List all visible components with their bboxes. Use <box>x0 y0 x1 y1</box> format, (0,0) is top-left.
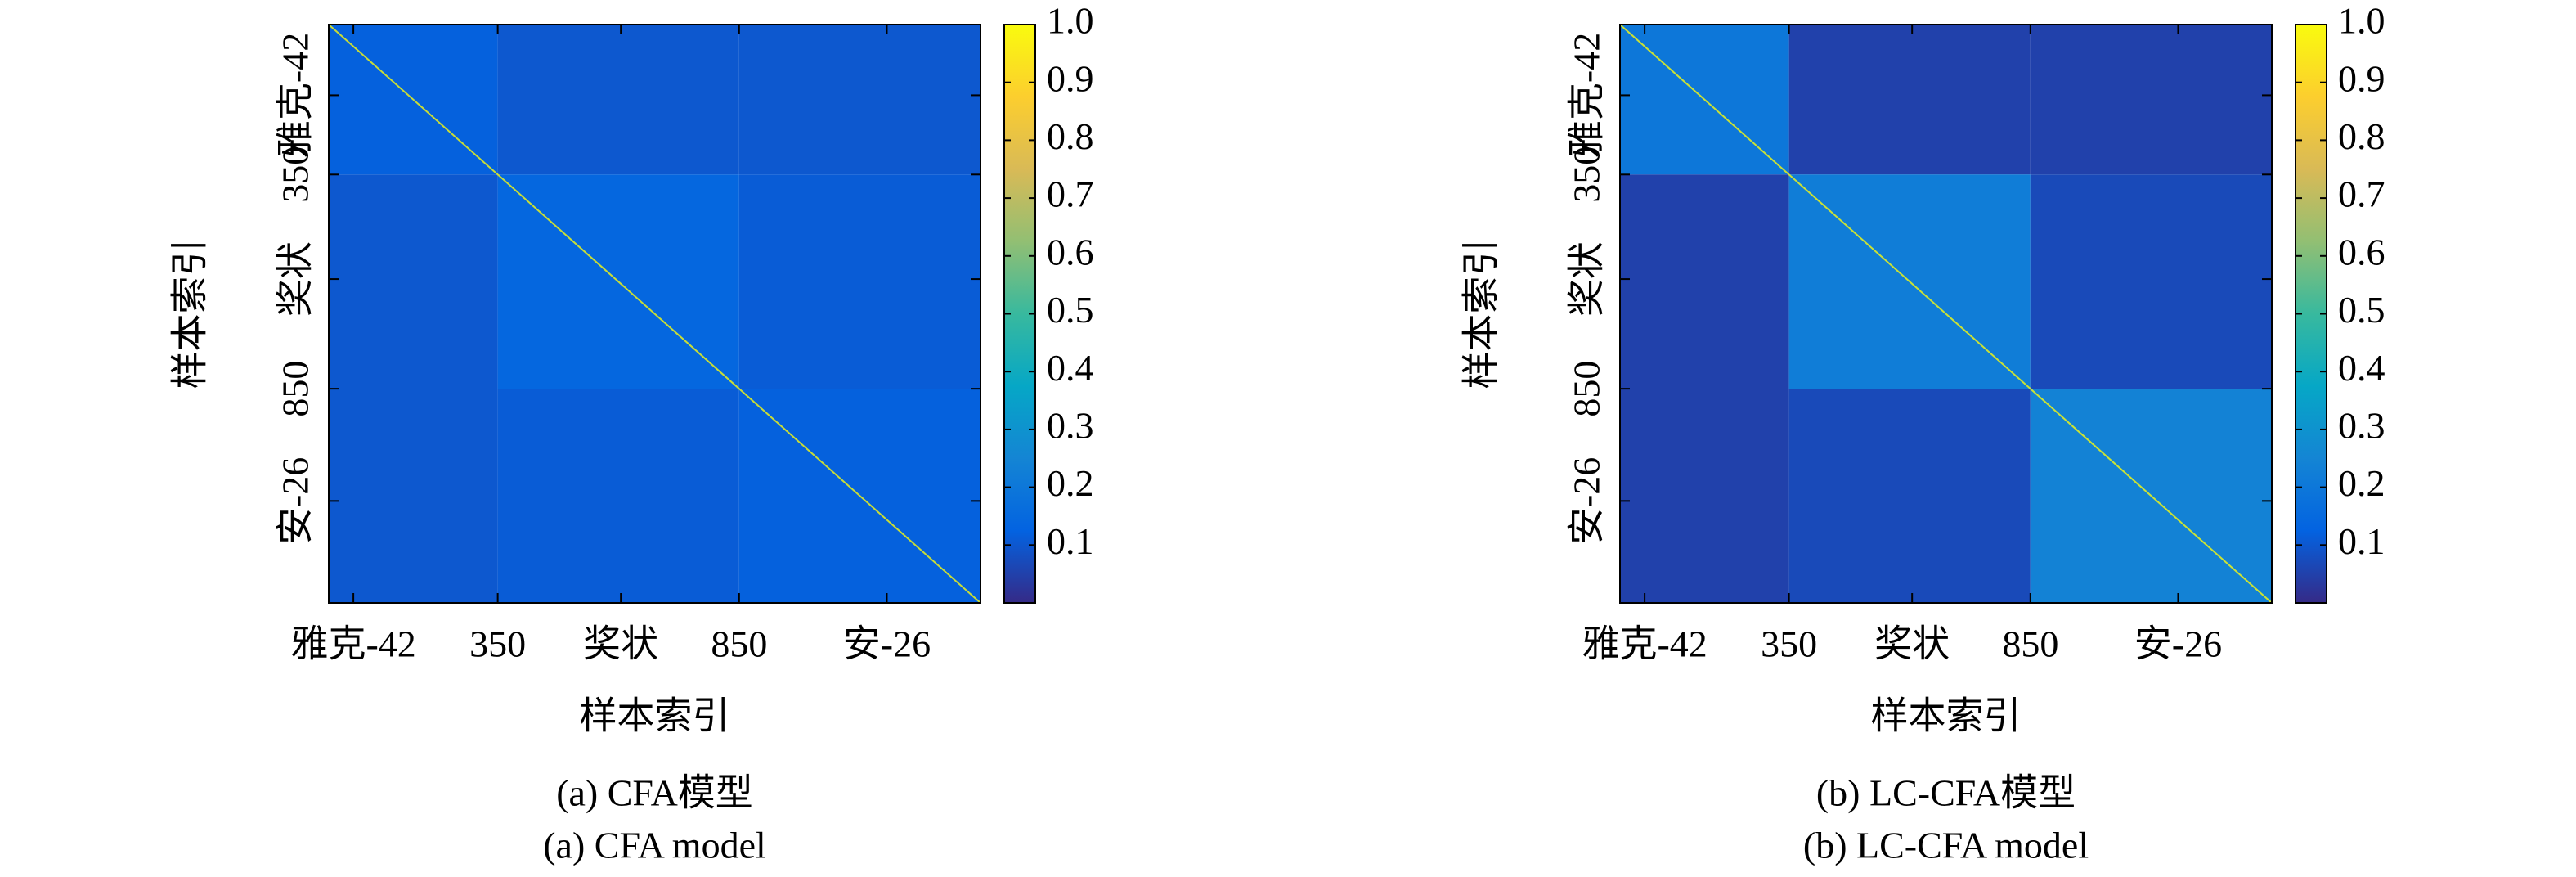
colorbar-tick-label: 0.4 <box>2338 347 2385 389</box>
heatmap-cell <box>1788 389 2031 603</box>
colorbar-tick-label: 1.0 <box>2338 0 2385 42</box>
heatmap-cell <box>329 389 498 603</box>
y-axis-label: 样本索引 <box>169 239 211 389</box>
colorbar-tick-label: 0.3 <box>1047 404 1094 446</box>
y-tick-label: 雅克-42 <box>1566 33 1608 158</box>
diagonal <box>1619 24 2273 604</box>
colorbar-tick-label: 0.7 <box>1047 173 1094 215</box>
caption-english: (b) LC-CFA model <box>1803 825 2089 866</box>
heatmap-cell <box>1620 174 1789 389</box>
colorbar-tick-label: 0.6 <box>1047 231 1094 272</box>
colorbar-tick-label: 0.1 <box>1047 520 1094 562</box>
x-tick-label: 安-26 <box>2134 623 2222 665</box>
heatmap-cell <box>738 25 981 175</box>
y-axis-label: 样本索引 <box>1461 239 1502 389</box>
heatmap-cell <box>2030 174 2272 389</box>
x-axis-label: 样本索引 <box>580 695 730 737</box>
x-tick-label: 奖状 <box>583 623 658 665</box>
colorbar-tick-label: 0.3 <box>2338 404 2385 446</box>
heatmap-cell <box>329 174 498 389</box>
colorbar-tick-label: 0.5 <box>1047 289 1094 331</box>
x-tick-label: 350 <box>1761 623 1817 665</box>
colorbar-tick-label: 0.6 <box>2338 231 2385 272</box>
heatmap-cell <box>738 174 981 389</box>
x-tick-label: 安-26 <box>843 623 931 665</box>
caption: (a) CFA模型 <box>556 772 753 814</box>
y-tick-label: 安-26 <box>1566 457 1608 545</box>
heatmap-cell <box>1788 25 2031 175</box>
caption: (b) LC-CFA模型 <box>1816 772 2076 814</box>
colorbar-tick-label: 0.9 <box>2338 57 2385 99</box>
plot-frame <box>328 24 981 604</box>
colorbar-tick-label: 0.8 <box>1047 115 1094 157</box>
colorbar-tick-label: 0.7 <box>2338 173 2385 215</box>
y-tick-label: 350 <box>275 146 316 203</box>
colorbar-tick-label: 0.5 <box>2338 289 2385 331</box>
y-tick-label: 雅克-42 <box>275 33 316 158</box>
y-tick-label: 奖状 <box>275 241 316 317</box>
x-tick-label: 雅克-42 <box>290 623 415 665</box>
colorbar-tick-label: 0.2 <box>1047 462 1094 504</box>
colorbar-tick-label: 0.4 <box>1047 347 1094 389</box>
x-tick-label: 850 <box>2002 623 2058 665</box>
caption-english: (a) CFA model <box>543 825 766 866</box>
x-tick-label: 850 <box>711 623 767 665</box>
y-tick-label: 850 <box>275 361 316 417</box>
y-tick-label: 850 <box>1566 361 1608 417</box>
x-tick-label: 雅克-42 <box>1582 623 1707 665</box>
y-tick-label: 奖状 <box>1566 241 1608 317</box>
colorbar-tick-label: 0.2 <box>2338 462 2385 504</box>
heatmap-cell <box>1620 389 1789 603</box>
heatmap-cell <box>2030 25 2272 175</box>
x-axis-label: 样本索引 <box>1871 695 2022 737</box>
diagonal <box>328 24 981 604</box>
x-tick-label: 奖状 <box>1874 623 1950 665</box>
colorbar-tick-label: 1.0 <box>1047 0 1094 42</box>
x-tick-label: 350 <box>469 623 526 665</box>
colorbar-tick-label: 0.1 <box>2338 520 2385 562</box>
plot-frame <box>1619 24 2273 604</box>
colorbar-tick-label: 0.9 <box>1047 57 1094 99</box>
heatmap-cell <box>497 389 739 603</box>
y-tick-label: 350 <box>1566 146 1608 203</box>
heatmap-cell <box>497 25 739 175</box>
y-tick-label: 安-26 <box>275 457 316 545</box>
colorbar-tick-label: 0.8 <box>2338 115 2385 157</box>
